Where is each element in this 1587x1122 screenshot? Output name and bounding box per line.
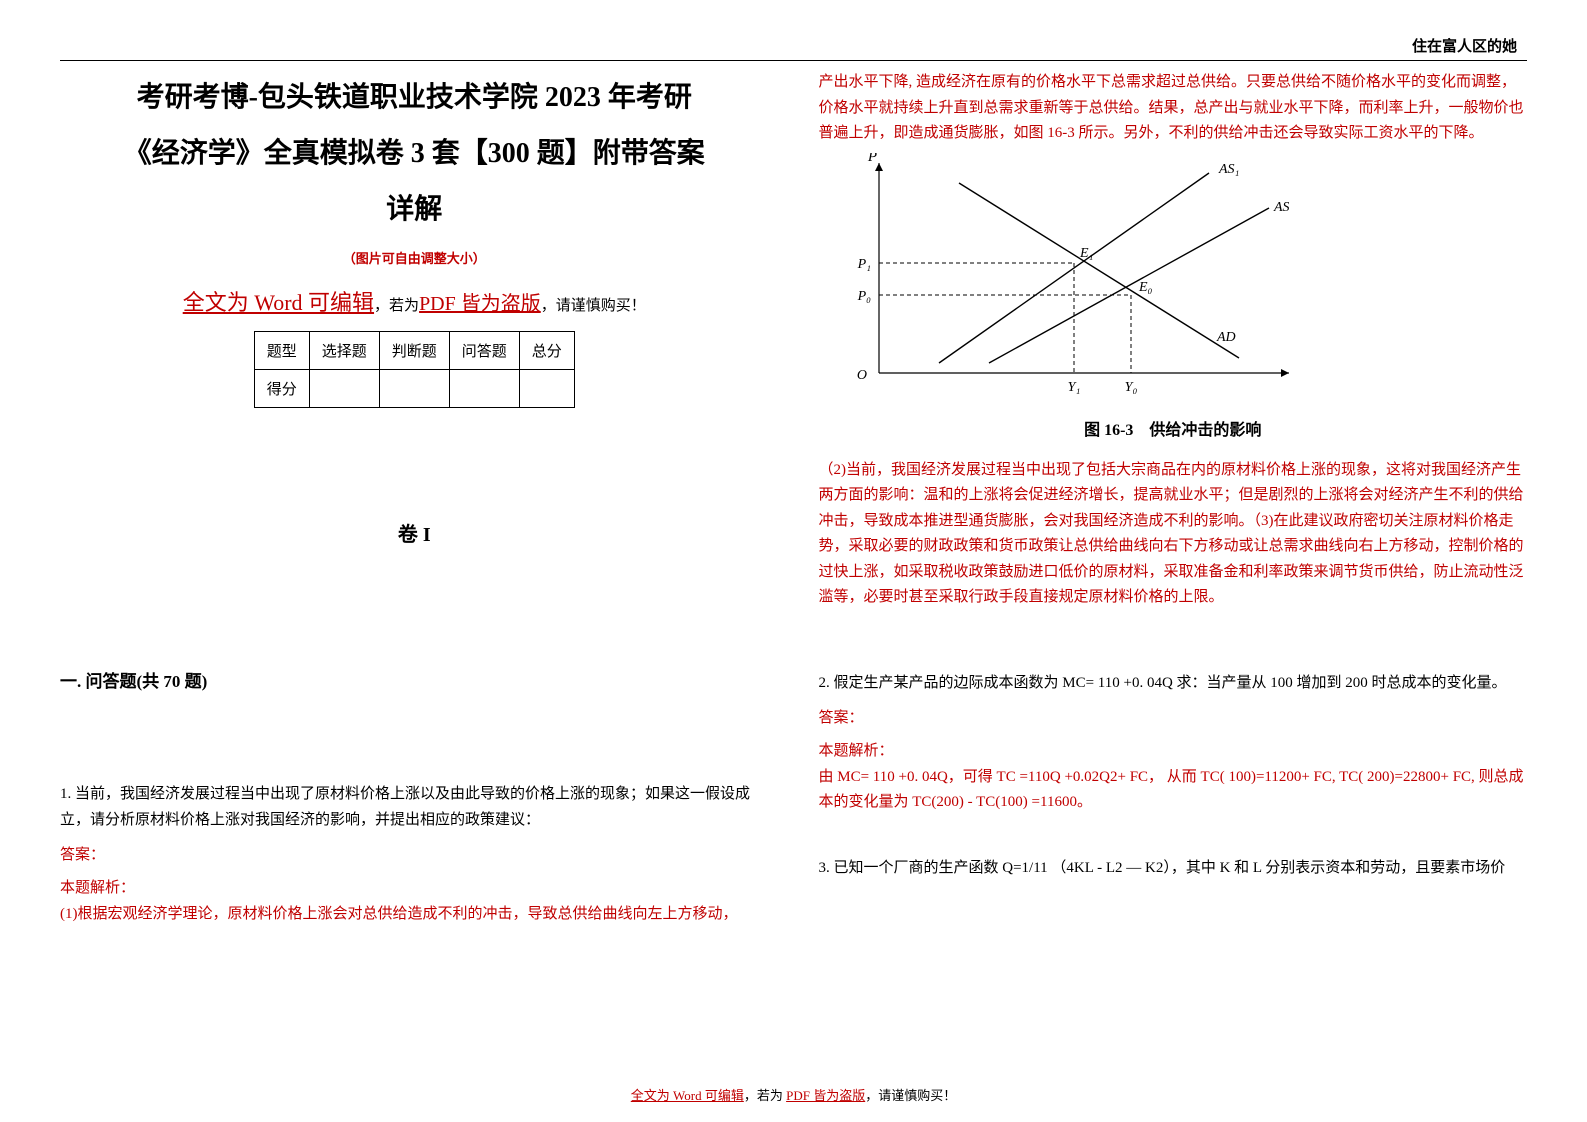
title-line-3: 详解 — [60, 182, 769, 238]
title-line-2: 《经济学》全真模拟卷 3 套【300 题】附带答案 — [60, 126, 769, 182]
svg-text:Y₁: Y₁ — [1067, 380, 1080, 395]
th-judge: 判断题 — [379, 332, 449, 370]
svg-text:O: O — [856, 368, 866, 383]
supply-shock-chart: PYOAS₁AS₀ADE₁E₀P₁P₀Y₁Y₀ — [839, 153, 1528, 408]
table-row: 得分 — [254, 370, 574, 408]
title-line-1: 考研考博-包头铁道职业技术学院 2023 年考研 — [60, 70, 769, 126]
table-row: 题型 选择题 判断题 问答题 总分 — [254, 332, 574, 370]
question-2: 2. 假定生产某产品的边际成本函数为 MC= 110 +0. 04Q 求：当产量… — [819, 671, 1528, 816]
q1-answer-label: 答案： — [60, 843, 769, 864]
notice-black-2: ，请谨慎购买！ — [541, 298, 646, 314]
notice-black-1: ，若为 — [374, 298, 419, 314]
td-empty — [309, 370, 379, 408]
juan-label: 卷 I — [60, 518, 769, 547]
svg-text:P₁: P₁ — [856, 257, 870, 272]
page-footer: 全文为 Word 可编辑，若为 PDF 皆为盗版，请谨慎购买！ — [0, 1085, 1587, 1104]
question-1: 1. 当前，我国经济发展过程当中出现了原材料价格上涨以及由此导致的价格上涨的现象… — [60, 782, 769, 927]
header-rule — [60, 60, 1527, 61]
page-header-right: 住在富人区的她 — [1412, 35, 1517, 56]
q1-analysis-p1: (1)根据宏观经济学理论，原材料价格上涨会对总供给造成不利的冲击，导致总供给曲线… — [60, 902, 769, 928]
svg-text:P₀: P₀ — [856, 289, 871, 304]
td-score-label: 得分 — [254, 370, 309, 408]
svg-text:AD: AD — [1216, 330, 1236, 345]
footer-red-2: PDF 皆为盗版 — [786, 1088, 865, 1103]
right-para2: （2)当前，我国经济发展过程当中出现了包括大宗商品在内的原材料价格上涨的现象，这… — [819, 458, 1528, 611]
section-heading: 一. 问答题(共 70 题) — [60, 667, 769, 692]
svg-text:E₁: E₁ — [1079, 246, 1093, 261]
page-body: 考研考博-包头铁道职业技术学院 2023 年考研 《经济学》全真模拟卷 3 套【… — [0, 0, 1587, 987]
q3-text: 3. 已知一个厂商的生产函数 Q=1/11 （4KL - L2 — K2），其中… — [819, 856, 1528, 882]
title-sub: （图片可自由调整大小） — [60, 248, 769, 267]
right-column: 产出水平下降, 造成经济在原有的价格水平下总需求超过总供给。只要总供给不随价格水… — [809, 30, 1528, 967]
editable-notice: 全文为 Word 可编辑，若为PDF 皆为盗版，请谨慎购买！ — [60, 285, 769, 317]
chart-title: 图 16-3 供给冲击的影响 — [819, 416, 1528, 440]
doc-title: 考研考博-包头铁道职业技术学院 2023 年考研 《经济学》全真模拟卷 3 套【… — [60, 70, 769, 238]
notice-red-2: PDF 皆为盗版 — [419, 293, 541, 315]
footer-black-1: ，若为 — [744, 1088, 786, 1103]
th-type: 题型 — [254, 332, 309, 370]
svg-text:P: P — [866, 153, 876, 165]
chart-svg: PYOAS₁AS₀ADE₁E₀P₁P₀Y₁Y₀ — [839, 153, 1289, 403]
score-table: 题型 选择题 判断题 问答题 总分 得分 — [254, 331, 575, 408]
q1-analysis-label: 本题解析： — [60, 876, 769, 902]
svg-text:AS₀: AS₀ — [1273, 200, 1289, 215]
svg-text:AS₁: AS₁ — [1218, 162, 1239, 177]
td-empty — [379, 370, 449, 408]
q1-text: 1. 当前，我国经济发展过程当中出现了原材料价格上涨以及由此导致的价格上涨的现象… — [60, 782, 769, 833]
footer-red-1: 全文为 Word 可编辑 — [631, 1088, 744, 1103]
td-empty — [449, 370, 519, 408]
svg-text:Y₀: Y₀ — [1124, 380, 1137, 395]
left-column: 考研考博-包头铁道职业技术学院 2023 年考研 《经济学》全真模拟卷 3 套【… — [60, 30, 779, 967]
q2-answer-label: 答案： — [819, 706, 1528, 727]
th-total: 总分 — [519, 332, 574, 370]
footer-black-2: ，请谨慎购买！ — [865, 1088, 956, 1103]
td-empty — [519, 370, 574, 408]
q2-analysis-label: 本题解析： — [819, 739, 1528, 765]
q2-text: 2. 假定生产某产品的边际成本函数为 MC= 110 +0. 04Q 求：当产量… — [819, 671, 1528, 697]
right-top-paragraph: 产出水平下降, 造成经济在原有的价格水平下总需求超过总供给。只要总供给不随价格水… — [819, 70, 1528, 147]
th-qa: 问答题 — [449, 332, 519, 370]
th-choice: 选择题 — [309, 332, 379, 370]
svg-text:E₀: E₀ — [1138, 280, 1153, 295]
q2-analysis: 由 MC= 110 +0. 04Q，可得 TC =110Q +0.02Q2+ F… — [819, 765, 1528, 816]
notice-red-1: 全文为 Word 可编辑 — [183, 290, 374, 315]
